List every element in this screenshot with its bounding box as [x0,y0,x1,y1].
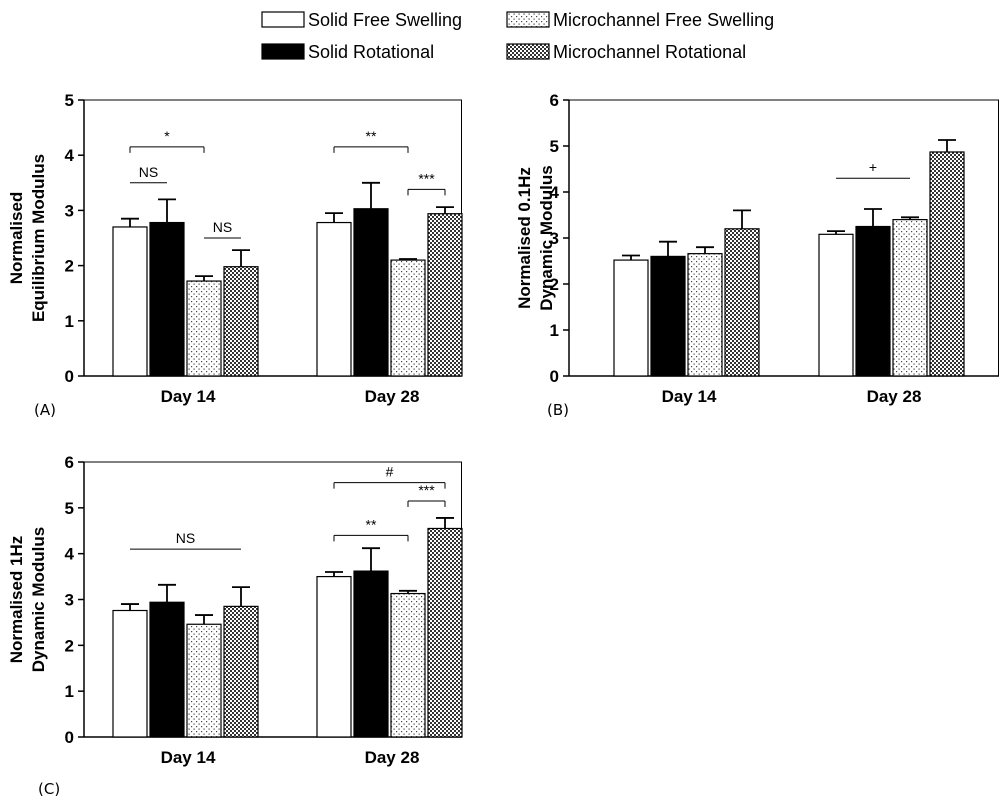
bar [929,151,965,377]
bar [855,225,891,377]
y-axis-label: Normalised 0.1Hz [515,167,534,309]
bar [223,605,259,738]
panel-label: (B) [547,401,569,419]
bar [687,253,723,377]
bar [316,221,352,377]
bar [818,233,854,377]
y-tick-label: 2 [65,636,74,655]
significance-label: + [869,159,877,175]
panel-label: (C) [38,780,60,798]
y-tick-label: 4 [65,545,75,564]
panel-label: (A) [34,401,56,419]
bar [892,219,928,377]
legend-swatch-dots [506,11,550,28]
legend-swatch-checker [506,43,550,60]
y-tick-label: 0 [65,367,74,386]
significance-label: * [164,128,170,144]
y-tick-label: 1 [550,321,559,340]
chart-panel-3: 0 1 2 3 4 5 6 Normalised 1Hz Dynamic Modulus Day … [7,453,463,798]
y-tick-label: 1 [65,682,74,701]
chart-panel-1: 0 1 2 3 4 5 Normalised Equilibrium Modulus Day 1… [7,91,463,419]
y-tick-label: 4 [65,146,75,165]
legend-label: Microchannel Free Swelling [553,10,774,30]
bar [112,609,148,738]
y-tick-label: 3 [65,591,74,610]
bar [353,570,389,738]
y-tick-label: 5 [65,499,74,518]
legend-label: Microchannel Rotational [553,42,746,62]
bar [223,266,259,377]
significance-label: NS [139,164,158,180]
bar [390,259,426,377]
y-tick-label: 3 [550,229,559,248]
legend-swatch-white [261,11,305,28]
bar [149,221,185,377]
legend-swatch-black [261,43,305,60]
bar [186,623,222,738]
bar [149,601,185,738]
chart-panel-2: 0 1 2 3 4 5 6 Normalised 0.1Hz Dynamic Modulus Da… [515,91,999,419]
y-tick-label: 4 [550,183,560,202]
bar [427,527,463,738]
y-tick-label: 1 [65,312,74,331]
bar [353,208,389,377]
x-category-label: Day 14 [161,387,216,406]
significance-label: NS [176,530,195,546]
bar [390,592,426,738]
bar [724,228,760,377]
y-tick-label: 6 [550,91,559,110]
bar [650,255,686,377]
bar [613,259,649,377]
legend-label: Solid Free Swelling [308,10,462,30]
y-axis-label: Normalised [7,192,26,285]
significance-label: ** [366,128,377,144]
significance-label: ** [366,516,377,532]
bar [186,280,222,377]
y-tick-label: 0 [65,728,74,747]
legend-label: Solid Rotational [308,42,434,62]
significance-label: NS [213,219,232,235]
y-axis-label: Equilibrium Modulus [29,154,48,322]
y-axis-label: Dynamic Modulus [29,527,48,672]
y-tick-label: 3 [65,201,74,220]
significance-label: *** [418,482,435,498]
significance-label: *** [418,170,435,186]
x-category-label: Day 28 [365,748,420,767]
x-category-label: Day 28 [867,387,922,406]
y-tick-label: 0 [550,367,559,386]
y-tick-label: 6 [65,453,74,472]
legend: Solid Free Swelling Microchannel Free Swe… [261,10,774,62]
x-category-label: Day 14 [662,387,717,406]
y-axis-label: Normalised 1Hz [7,536,26,664]
x-category-label: Day 14 [161,748,216,767]
y-axis-label: Dynamic Modulus [537,165,556,310]
x-category-label: Day 28 [365,387,420,406]
bar [112,226,148,377]
y-tick-label: 5 [65,91,74,110]
bar [316,575,352,738]
y-tick-label: 2 [65,257,74,276]
bar [427,213,463,377]
y-tick-label: 2 [550,275,559,294]
y-tick-label: 5 [550,137,559,156]
significance-label: # [386,464,394,480]
